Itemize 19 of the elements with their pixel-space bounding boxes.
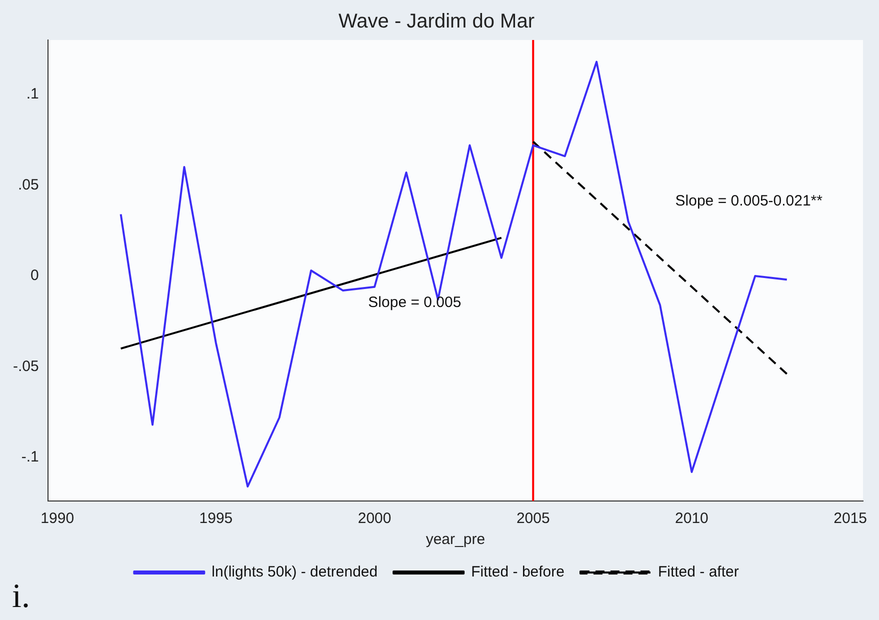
- x-tick-label: 1990: [40, 510, 74, 528]
- y-tick-label: -.1: [21, 448, 39, 466]
- x-tick-label: 2015: [834, 510, 867, 528]
- chart-title: Wave - Jardim do Mar: [338, 10, 535, 33]
- y-tick-label: -.05: [12, 358, 39, 375]
- x-tick-label: 2010: [675, 510, 708, 528]
- x-tick-label: 1995: [199, 510, 233, 528]
- y-tick-label: .1: [26, 86, 39, 103]
- legend-label: ln(lights 50k) - detrended: [212, 564, 378, 581]
- y-tick-label: 0: [30, 267, 39, 284]
- annotation: Slope = 0.005-0.021**: [675, 192, 823, 210]
- legend-label: Fitted - after: [658, 564, 739, 581]
- legend-label: Fitted - before: [471, 564, 564, 581]
- x-tick-label: 2005: [516, 510, 550, 528]
- y-tick-label: .05: [18, 176, 39, 194]
- x-tick-label: 2000: [358, 510, 392, 528]
- text: i.: [12, 578, 30, 616]
- annotation: Slope = 0.005: [368, 294, 462, 311]
- x-axis-title: year_pre: [426, 531, 486, 548]
